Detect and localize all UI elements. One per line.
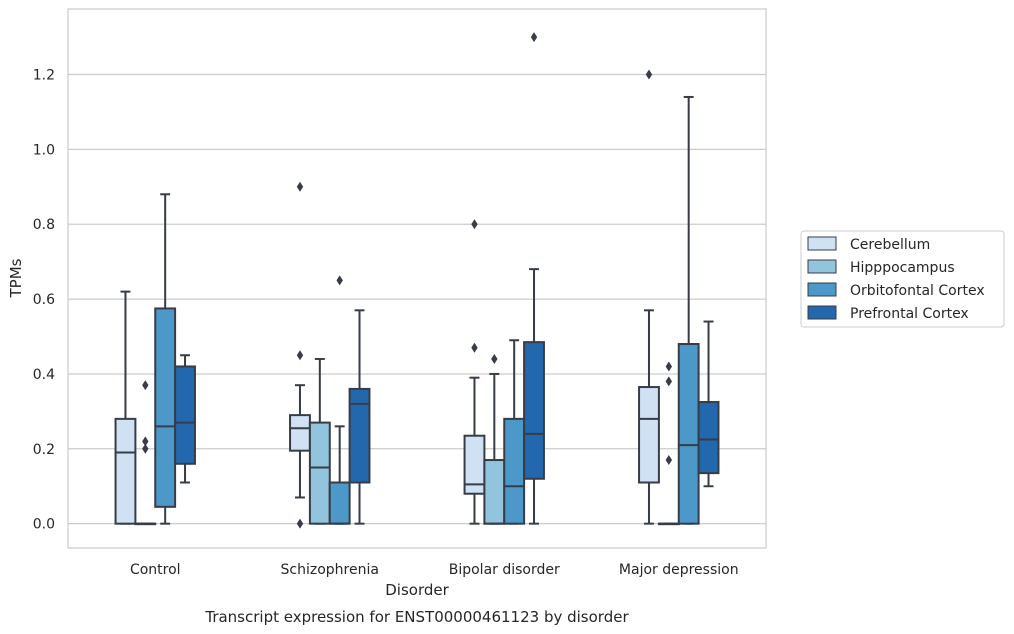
outlier-point: [491, 353, 498, 364]
box-body: [114, 417, 137, 525]
outlier-point: [142, 436, 149, 447]
box-series: [114, 32, 720, 529]
y-tick-label: 0.2: [33, 442, 55, 458]
legend-label: Cerebellum: [850, 237, 930, 253]
box-body: [697, 401, 720, 475]
legend: Cerebellum Hipppocampus Orbitofontal Corte…: [800, 230, 1005, 328]
outlier-point: [665, 455, 673, 466]
y-tick-label: 0.6: [33, 292, 55, 308]
box-body: [638, 386, 660, 484]
legend-swatch: [807, 259, 837, 274]
y-tick-label: 1.2: [33, 68, 55, 84]
box-1-3: [463, 219, 486, 525]
box-body: [289, 414, 311, 452]
y-tick-label: 0.4: [33, 367, 55, 383]
box-body: [483, 459, 506, 525]
y-tick-label: 0.0: [33, 517, 55, 533]
chart-caption: Transcript expression for ENST0000046112…: [204, 608, 629, 626]
y-tick-labels: 0.0 0.2 0.4 0.6 0.8 1.0 1.2: [33, 68, 55, 533]
box-body: [308, 421, 331, 525]
series-3: [154, 95, 700, 525]
y-tick-label: 0.8: [33, 217, 55, 233]
outlier-point: [645, 69, 653, 80]
series-2: [134, 353, 680, 526]
box-4-1: [174, 354, 196, 484]
y-tick-label: 1.0: [33, 142, 55, 158]
outlier-point: [296, 350, 304, 361]
outlier-point: [530, 32, 538, 43]
series-4: [174, 32, 720, 525]
box-2-2: [308, 357, 331, 525]
outlier-point: [665, 361, 673, 372]
legend-swatch: [807, 305, 837, 320]
outlier-point: [142, 443, 149, 454]
legend-label: Hipppocampus: [850, 260, 955, 276]
plot-frame: [67, 8, 767, 549]
outlier-point: [471, 219, 478, 230]
box-body: [328, 481, 351, 525]
x-tick-label: Major depression: [619, 562, 739, 578]
box-body: [503, 417, 526, 525]
x-axis-label: Disorder: [385, 581, 449, 599]
box-body: [523, 341, 545, 480]
x-tick-label: Bipolar disorder: [449, 562, 560, 578]
box-2-3: [483, 353, 506, 525]
outlier-point: [296, 518, 304, 529]
box-body: [677, 343, 700, 525]
box-body: [174, 365, 196, 465]
y-axis-label: TPMs: [7, 258, 25, 298]
legend-frame: [800, 230, 1005, 328]
box-4-4: [697, 320, 720, 488]
box-3-2: [328, 275, 351, 525]
box-body: [154, 307, 177, 508]
legend-swatch: [807, 282, 837, 297]
box-body: [348, 387, 371, 484]
x-tick-label: Control: [130, 562, 181, 578]
legend-label: Orbitofontal Cortex: [850, 283, 985, 299]
legend-swatch: [807, 236, 837, 251]
box-1-4: [638, 69, 660, 525]
series-1: [114, 69, 660, 529]
outlier-point: [336, 275, 343, 286]
outlier-point: [665, 376, 673, 387]
outlier-point: [471, 342, 478, 353]
outlier-point: [296, 181, 304, 192]
box-3-4: [677, 95, 700, 525]
box-4-3: [523, 32, 545, 525]
box-4-2: [348, 309, 371, 525]
outlier-point: [142, 380, 149, 391]
x-tick-label: Schizophrenia: [281, 562, 379, 578]
box-1-1: [114, 290, 137, 525]
x-tick-labels: Control Schizophrenia Bipolar disorder Majo…: [130, 562, 739, 578]
box-2-1: [134, 380, 157, 526]
box-3-3: [503, 339, 526, 525]
legend-label: Prefrontal Cortex: [850, 306, 969, 322]
